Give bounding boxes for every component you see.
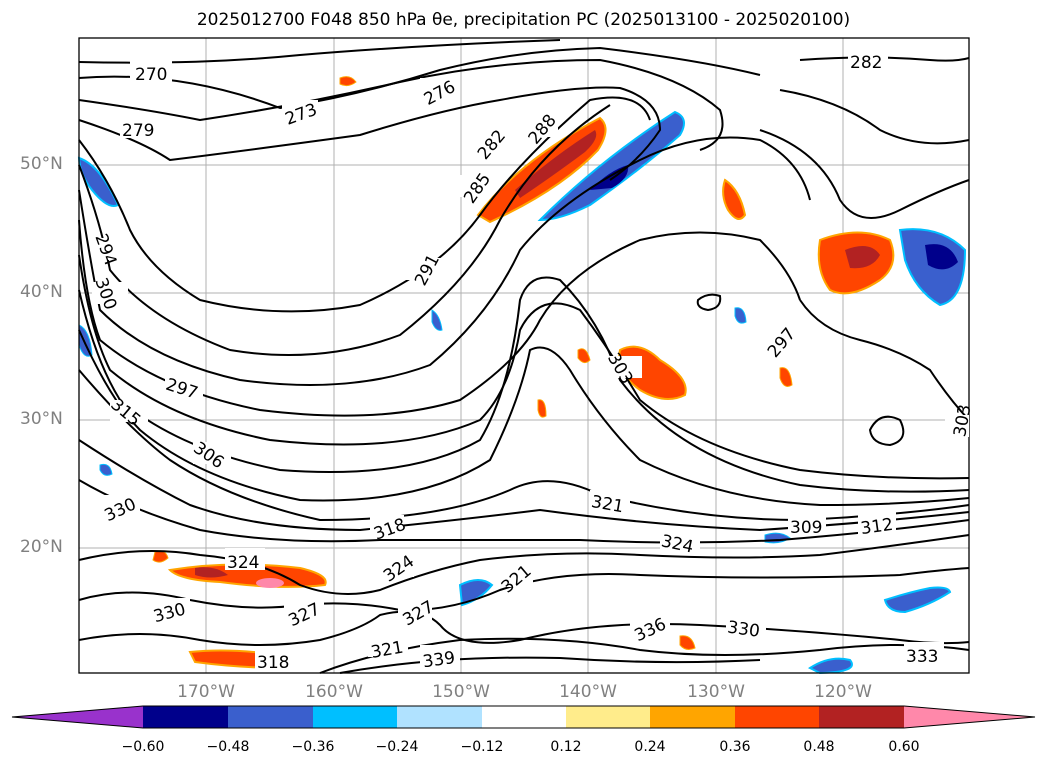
precip-positive-blob (339, 76, 357, 87)
precip-positive-blob (195, 567, 228, 578)
lon-label: 130°W (687, 682, 745, 702)
colorbar-tick-label: 0.24 (634, 739, 666, 755)
precip-positive-blob (679, 635, 696, 650)
contour-line (78, 567, 970, 612)
colorbar-tick-label: −0.48 (206, 739, 250, 755)
colorbar-tick-label: 0.60 (888, 739, 920, 755)
lat-label: 20°N (20, 537, 63, 557)
lat-label: 50°N (20, 154, 63, 174)
contour-line (78, 58, 724, 151)
precip-negative-blob (883, 586, 952, 614)
contour-label: 303 (950, 403, 975, 438)
precip-negative-blob (807, 657, 853, 675)
contour-line (319, 637, 970, 674)
lat-label: 40°N (20, 282, 63, 302)
contour-label: 279 (122, 121, 154, 141)
colorbar-segment (482, 706, 566, 728)
colorbar-extend-low (12, 706, 143, 728)
lon-label: 120°W (814, 682, 872, 702)
contour-line (696, 293, 722, 312)
contour-label: 318 (257, 653, 289, 673)
colorbar-segment (735, 706, 819, 728)
contour-line (78, 136, 811, 386)
colorbar-segment (313, 706, 397, 728)
precip-negative-blob (78, 324, 93, 357)
contour-line (78, 86, 662, 181)
colorbar-segment (143, 706, 228, 728)
precip-positive-blob (515, 130, 597, 198)
colorbar-segment (228, 706, 313, 728)
contour-label: 309 (790, 518, 822, 538)
map-frame (78, 37, 970, 674)
contour-line (799, 299, 970, 421)
contour-line (78, 610, 970, 646)
precip-positive-blob (722, 178, 747, 220)
precip-negative-blob (431, 309, 443, 331)
precip-negative-blob (734, 307, 747, 324)
theta-e-contours (78, 39, 970, 674)
precip-positive-blob (256, 578, 284, 588)
lon-label: 140°W (559, 682, 617, 702)
colorbar-segment (397, 706, 482, 728)
contour-line (339, 656, 761, 674)
lat-label: 30°N (20, 409, 63, 429)
colorbar-segment (819, 706, 904, 728)
lon-label: 150°W (432, 682, 490, 702)
contour-line (78, 96, 651, 313)
colorbar-tick-label: 0.12 (550, 739, 582, 755)
contour-line (868, 415, 905, 447)
precip-positive-blob (577, 348, 591, 364)
precip-negative-blob (925, 244, 958, 270)
contour-label: 312 (859, 515, 894, 539)
colorbar-tick-label: −0.24 (375, 739, 419, 755)
contour-line (779, 89, 970, 145)
precip-negative-blob (99, 463, 113, 476)
contour-label: 330 (726, 618, 761, 642)
precip-positive-blob (537, 399, 547, 418)
colorbar-segment (566, 706, 650, 728)
contour-line (78, 534, 970, 595)
colorbar-tick-label: −0.12 (460, 739, 504, 755)
colorbar-tick-label: −0.36 (291, 739, 335, 755)
contour-line (78, 479, 970, 544)
contour-label: 333 (906, 647, 938, 667)
colorbar-tick-label: −0.60 (121, 739, 165, 755)
colorbar (11, 705, 1036, 729)
colorbar-segment (650, 706, 735, 728)
precip-positive-blob (845, 246, 880, 269)
precip-negative-blob (537, 110, 685, 222)
colorbar-extend-high (904, 706, 1035, 728)
contour-label: 324 (227, 553, 259, 573)
precip-positive-blob (779, 367, 793, 387)
colorbar-tick-label: 0.48 (803, 739, 835, 755)
contour-label: 270 (135, 65, 167, 85)
contour-line (78, 254, 970, 480)
contour-label: 339 (421, 648, 456, 672)
plot-title: 2025012700 F048 850 hPa θe, precipitatio… (196, 10, 851, 30)
lon-label: 170°W (177, 682, 235, 702)
precip-negative-blob (458, 579, 494, 607)
lon-label: 160°W (305, 682, 363, 702)
contour-label: 282 (850, 53, 882, 73)
gridlines (79, 38, 969, 673)
contour-labels: 270 273 276 279 282 282 285 288 291 294 … (90, 48, 975, 673)
contour-line (759, 129, 970, 219)
contour-line (799, 56, 970, 62)
contour-line (78, 104, 611, 356)
contour-line (78, 276, 970, 493)
colorbar-tick-label: 0.36 (719, 739, 751, 755)
contour-line (78, 46, 761, 110)
contour-line (78, 219, 801, 417)
contour-line (78, 329, 970, 507)
